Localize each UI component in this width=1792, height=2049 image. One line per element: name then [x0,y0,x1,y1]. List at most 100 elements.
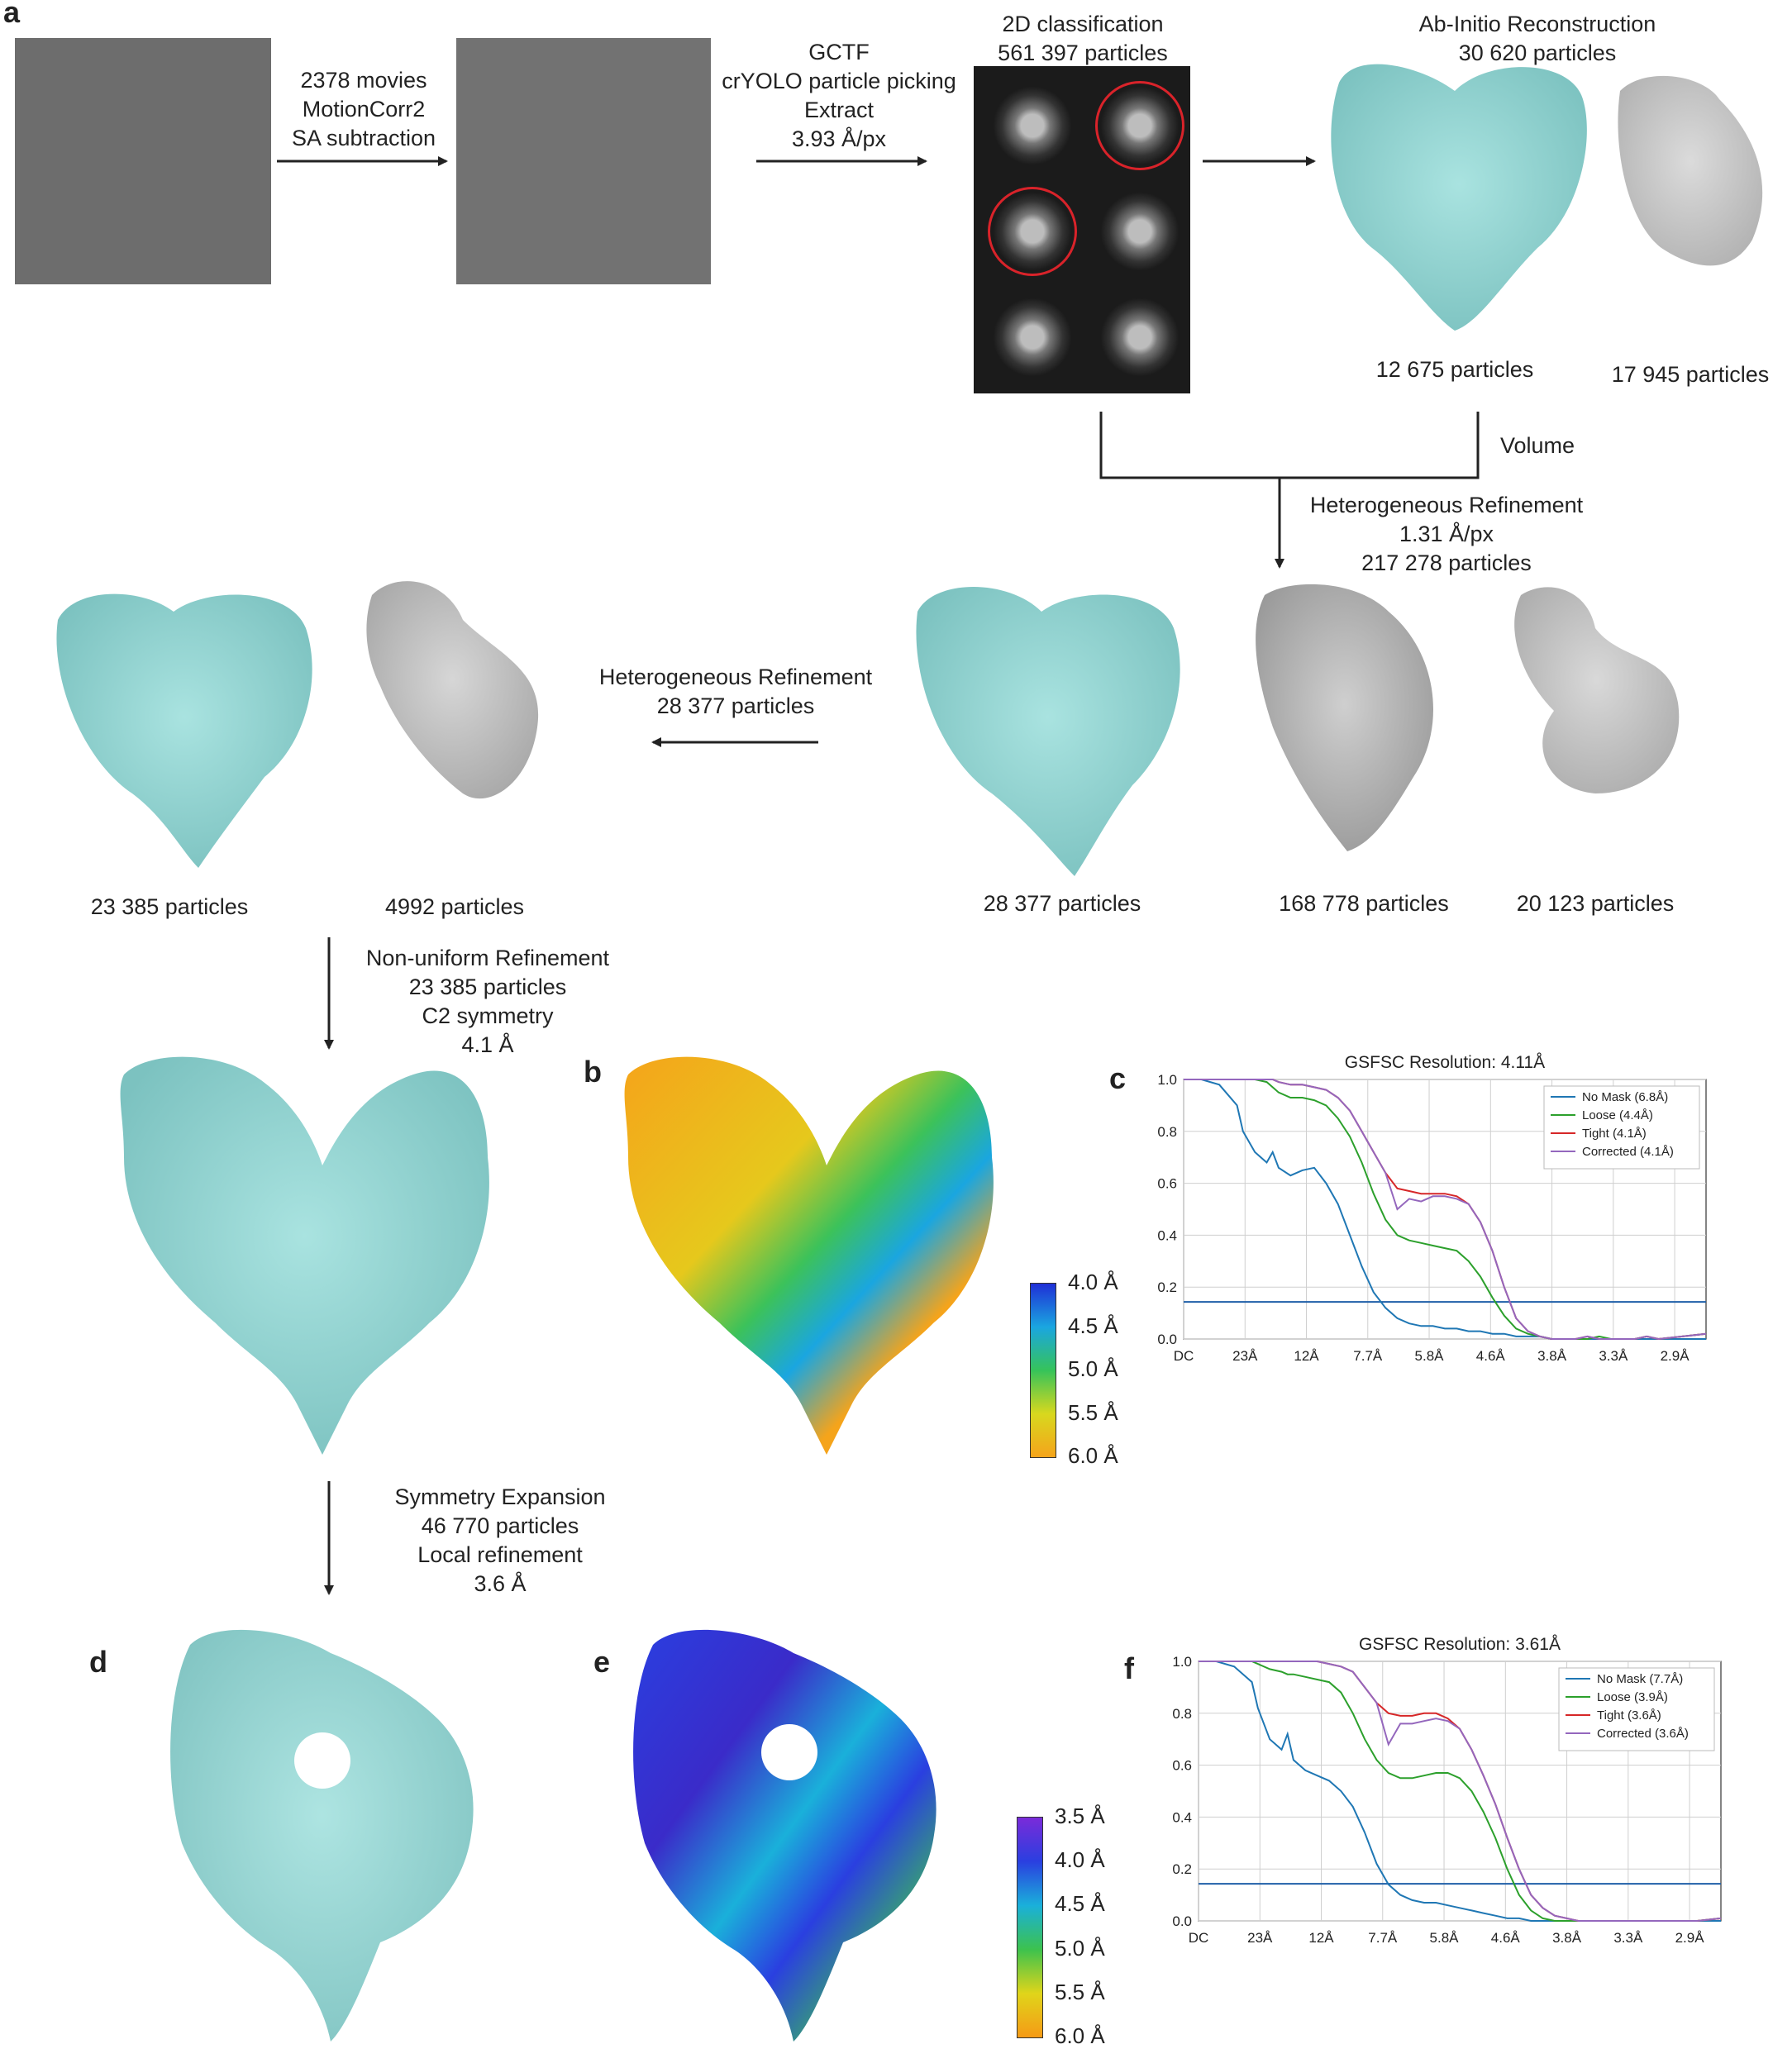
panel-label-c: c [1109,1061,1127,1095]
legend-entry: Corrected (4.1Å) [1582,1145,1674,1159]
density-map-cyan [120,1056,489,1455]
x-tick-label: 23Å [1247,1930,1273,1946]
colorbar-tick-label: 6.0 Å [1055,2023,1105,2048]
legend-entry: Tight (3.6Å) [1597,1708,1661,1723]
legend-box [1543,1085,1700,1170]
colorbar-tick-label: 3.5 Å [1055,1804,1105,1828]
colorbar-tick-label: 5.5 Å [1055,1979,1105,2004]
colorbar-tick-label: 5.0 Å [1068,1356,1118,1381]
panel-label-e: e [593,1645,611,1679]
density-map-cyan [170,1629,474,2042]
x-tick-label: 5.8Å [1415,1348,1445,1364]
abinitio-count-2: 17 945 particles [1611,362,1770,387]
x-tick-label: 3.3Å [1599,1348,1628,1364]
colorbar-b [1030,1283,1056,1458]
x-tick-label: 12Å [1294,1348,1319,1364]
y-tick-label: 0.0 [1157,1332,1177,1347]
hetero1-count-3: 20 123 particles [1516,891,1675,916]
y-tick-label: 0.6 [1157,1176,1177,1192]
panel-label-f: f [1124,1651,1134,1685]
step1-label: 2378 movies MotionCorr2 SA subtraction [291,68,436,150]
legend-box [1558,1667,1715,1751]
y-tick-label: 0.4 [1157,1227,1177,1243]
colorbar-tick-label: 4.5 Å [1068,1313,1118,1338]
y-tick-label: 0.8 [1172,1706,1192,1722]
colorbar-tick-label: 5.5 Å [1068,1399,1118,1425]
y-tick-label: 1.0 [1172,1654,1192,1670]
fsc-chart-f: GSFSC Resolution: 3.61Å DC 23Å 12Å 7.7Å 5.8Å 4… [1172,1635,1722,1946]
x-tick-label: 7.7Å [1368,1930,1398,1946]
x-tick-label: 2.9Å [1675,1930,1705,1946]
density-map-grey [1256,584,1433,851]
x-tick-label: 3.8Å [1537,1348,1567,1364]
y-tick-label: 0.0 [1172,1913,1192,1929]
volume-label: Volume [1499,433,1575,458]
class2d-average [988,293,1077,382]
class2d-average [1095,293,1184,382]
x-tick-label: 5.8Å [1430,1930,1460,1946]
legend-entry: Corrected (3.6Å) [1597,1727,1689,1741]
x-tick-label: 4.6Å [1476,1348,1506,1364]
x-tick-label: 7.7Å [1353,1348,1383,1364]
hetero2-count-1: 23 385 particles [90,894,249,919]
fsc-chart-c: GSFSC Resolution: 4.11Å DC 23Å 12Å 7.7Å 5.8Å 4… [1157,1053,1707,1364]
nonuniform-label: Non-uniform Refinement 23 385 particles C2… [365,946,610,1057]
colorbar-tick-label: 6.0 Å [1068,1443,1118,1468]
colorbar-e [1017,1817,1043,2038]
class2d-average [1095,187,1184,276]
bracket-connector [1099,412,1480,479]
class2d-average-selected [1095,81,1184,170]
hetero1-label: Heterogeneous Refinement 1.31 Å/px 217 278… [1309,493,1584,575]
class2d-average [988,81,1077,170]
x-tick-label: 3.3Å [1613,1930,1643,1946]
x-tick-label: 3.8Å [1552,1930,1582,1946]
x-tick-label: 23Å [1232,1348,1258,1364]
x-tick-label: 2.9Å [1661,1348,1690,1364]
legend-entry: No Mask (6.8Å) [1582,1090,1668,1104]
colorbar-tick-label: 4.0 Å [1068,1270,1118,1294]
density-map-hole [761,1724,817,1780]
panel-label-a: a [3,0,21,29]
fsc-series-line [1199,1661,1722,1922]
hetero1-count-1: 28 377 particles [983,891,1141,916]
chart-title: GSFSC Resolution: 4.11Å [1345,1053,1545,1072]
fsc-series-line [1184,1079,1707,1341]
y-tick-label: 0.2 [1172,1861,1192,1877]
colorbar-tick-label: 4.5 Å [1055,1891,1105,1917]
panel-label-b: b [584,1055,602,1089]
y-tick-label: 1.0 [1157,1072,1177,1088]
x-tick-label: 12Å [1308,1930,1334,1946]
legend-entry: Loose (3.9Å) [1597,1690,1668,1704]
local-resolution-map [624,1056,994,1455]
x-tick-label: 4.6Å [1491,1930,1521,1946]
symexp-label: Symmetry Expansion 46 770 particles Local … [394,1484,606,1596]
x-tick-label: DC [1174,1348,1194,1364]
class2d-label: 2D classification 561 397 particles [998,12,1168,65]
colorbar-tick-label: 4.0 Å [1055,1847,1105,1873]
chart-title: GSFSC Resolution: 3.61Å [1359,1635,1561,1654]
step2-label: GCTF crYOLO particle picking Extract 3.93 Å… [722,40,956,151]
density-map-cyan [56,593,312,868]
y-tick-label: 0.4 [1172,1809,1192,1825]
density-map-hole [294,1732,350,1789]
density-map-cyan [1331,64,1587,331]
panel-label-d: d [89,1645,107,1679]
x-tick-label: DC [1189,1930,1209,1946]
density-map-grey [366,581,539,799]
fsc-series-line [1184,1079,1707,1341]
class2d-average-selected [988,187,1077,276]
hetero2-count-2: 4992 particles [384,894,525,919]
density-map-grey [1514,587,1680,793]
abinitio-count-1: 12 675 particles [1375,357,1534,382]
hetero1-count-2: 168 778 particles [1279,891,1449,916]
y-tick-label: 0.8 [1157,1124,1177,1140]
local-resolution-map [633,1629,937,2042]
legend-entry: No Mask (7.7Å) [1597,1672,1683,1686]
corrected-micrograph [456,38,711,284]
abinitio-label: Ab-Initio Reconstruction 30 620 particles [1418,12,1656,65]
y-tick-label: 0.2 [1157,1279,1177,1295]
colorbar-tick-label: 5.0 Å [1055,1935,1105,1961]
y-tick-label: 0.6 [1172,1758,1192,1774]
legend-entry: Tight (4.1Å) [1582,1127,1647,1141]
